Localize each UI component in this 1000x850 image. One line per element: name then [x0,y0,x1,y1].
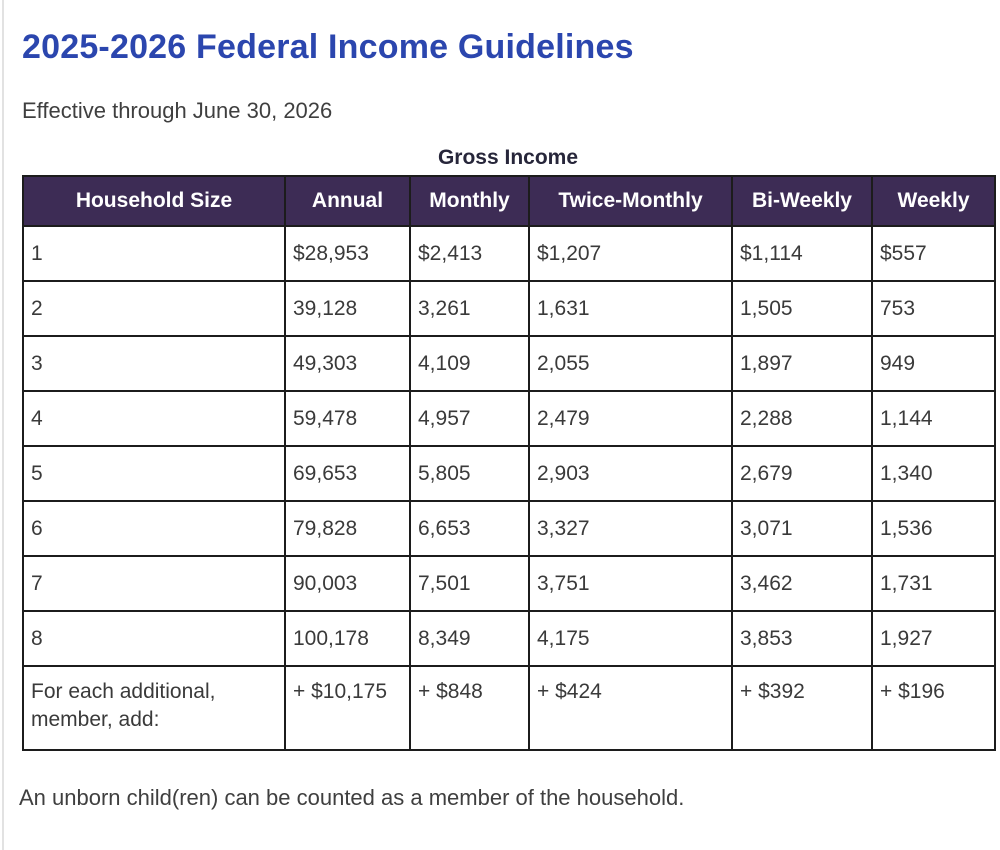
weekly-cell: 1,927 [871,610,996,667]
page-title: 2025-2026 Federal Income Guidelines [22,28,634,66]
twice-monthly-cell: 2,055 [528,335,733,392]
monthly-cell: 5,805 [409,445,530,502]
weekly-cell: $557 [871,225,996,282]
weekly-cell: 753 [871,280,996,337]
monthly-cell: 6,653 [409,500,530,557]
household-size-cell: 7 [22,555,286,612]
table-caption-gross-income: Gross Income [437,146,579,169]
annual-cell: 39,128 [284,280,411,337]
twice-monthly-cell: 1,631 [528,280,733,337]
weekly-cell: 949 [871,335,996,392]
income-guidelines-table: Household Size Annual Monthly Twice-Mont… [22,175,996,751]
monthly-cell: 7,501 [409,555,530,612]
weekly-cell: 1,340 [871,445,996,502]
bi-weekly-cell: 3,462 [731,555,873,612]
column-header-weekly: Weekly [871,175,996,227]
effective-date-text: Effective through June 30, 2026 [22,98,333,123]
annual-cell: 79,828 [284,500,411,557]
bi-weekly-cell: 3,853 [731,610,873,667]
weekly-cell: 1,536 [871,500,996,557]
bi-weekly-cell: 2,288 [731,390,873,447]
guidelines-page: 2025-2026 Federal Income Guidelines Effe… [19,28,996,810]
bi-weekly-cell: 2,679 [731,445,873,502]
monthly-cell: 8,349 [409,610,530,667]
twice-monthly-cell: + $424 [528,665,733,751]
monthly-cell: 4,957 [409,390,530,447]
column-header-monthly: Monthly [409,175,530,227]
monthly-cell: 4,109 [409,335,530,392]
column-header-household-size: Household Size [22,175,286,227]
table-row: 8 100,178 8,349 4,175 3,853 1,927 [22,610,996,667]
table-row: 4 59,478 4,957 2,479 2,288 1,144 [22,390,996,447]
column-header-twice-monthly: Twice-Monthly [528,175,733,227]
weekly-cell: 1,144 [871,390,996,447]
twice-monthly-cell: 3,327 [528,500,733,557]
annual-cell: 100,178 [284,610,411,667]
twice-monthly-cell: 2,479 [528,390,733,447]
column-header-annual: Annual [284,175,411,227]
household-size-cell: 6 [22,500,286,557]
table-row: 1 $28,953 $2,413 $1,207 $1,114 $557 [22,225,996,282]
annual-cell: 90,003 [284,555,411,612]
weekly-cell: + $196 [871,665,996,751]
monthly-cell: 3,261 [409,280,530,337]
weekly-cell: 1,731 [871,555,996,612]
annual-cell: + $10,175 [284,665,411,751]
bi-weekly-cell: $1,114 [731,225,873,282]
annual-cell: $28,953 [284,225,411,282]
household-size-cell: For each additional, member, add: [22,665,286,751]
annual-cell: 59,478 [284,390,411,447]
page-left-border [2,0,4,850]
twice-monthly-cell: 2,903 [528,445,733,502]
household-size-cell: 5 [22,445,286,502]
monthly-cell: $2,413 [409,225,530,282]
unborn-child-note: An unborn child(ren) can be counted as a… [19,785,685,810]
bi-weekly-cell: 1,897 [731,335,873,392]
table-row: 6 79,828 6,653 3,327 3,071 1,536 [22,500,996,557]
household-size-cell: 3 [22,335,286,392]
household-size-cell: 1 [22,225,286,282]
annual-cell: 49,303 [284,335,411,392]
bi-weekly-cell: + $392 [731,665,873,751]
column-header-bi-weekly: Bi-Weekly [731,175,873,227]
monthly-cell: + $848 [409,665,530,751]
table-row: 3 49,303 4,109 2,055 1,897 949 [22,335,996,392]
table-row: 5 69,653 5,805 2,903 2,679 1,340 [22,445,996,502]
table-row: 7 90,003 7,501 3,751 3,462 1,731 [22,555,996,612]
bi-weekly-cell: 3,071 [731,500,873,557]
household-size-cell: 4 [22,390,286,447]
income-table-container: Gross Income Household Size Annual Month… [22,146,996,751]
table-header-row: Household Size Annual Monthly Twice-Mont… [22,175,996,227]
table-row: 2 39,128 3,261 1,631 1,505 753 [22,280,996,337]
table-row-additional-member: For each additional, member, add: + $10,… [22,665,996,751]
twice-monthly-cell: 3,751 [528,555,733,612]
twice-monthly-cell: 4,175 [528,610,733,667]
bi-weekly-cell: 1,505 [731,280,873,337]
household-size-cell: 8 [22,610,286,667]
household-size-cell: 2 [22,280,286,337]
twice-monthly-cell: $1,207 [528,225,733,282]
annual-cell: 69,653 [284,445,411,502]
